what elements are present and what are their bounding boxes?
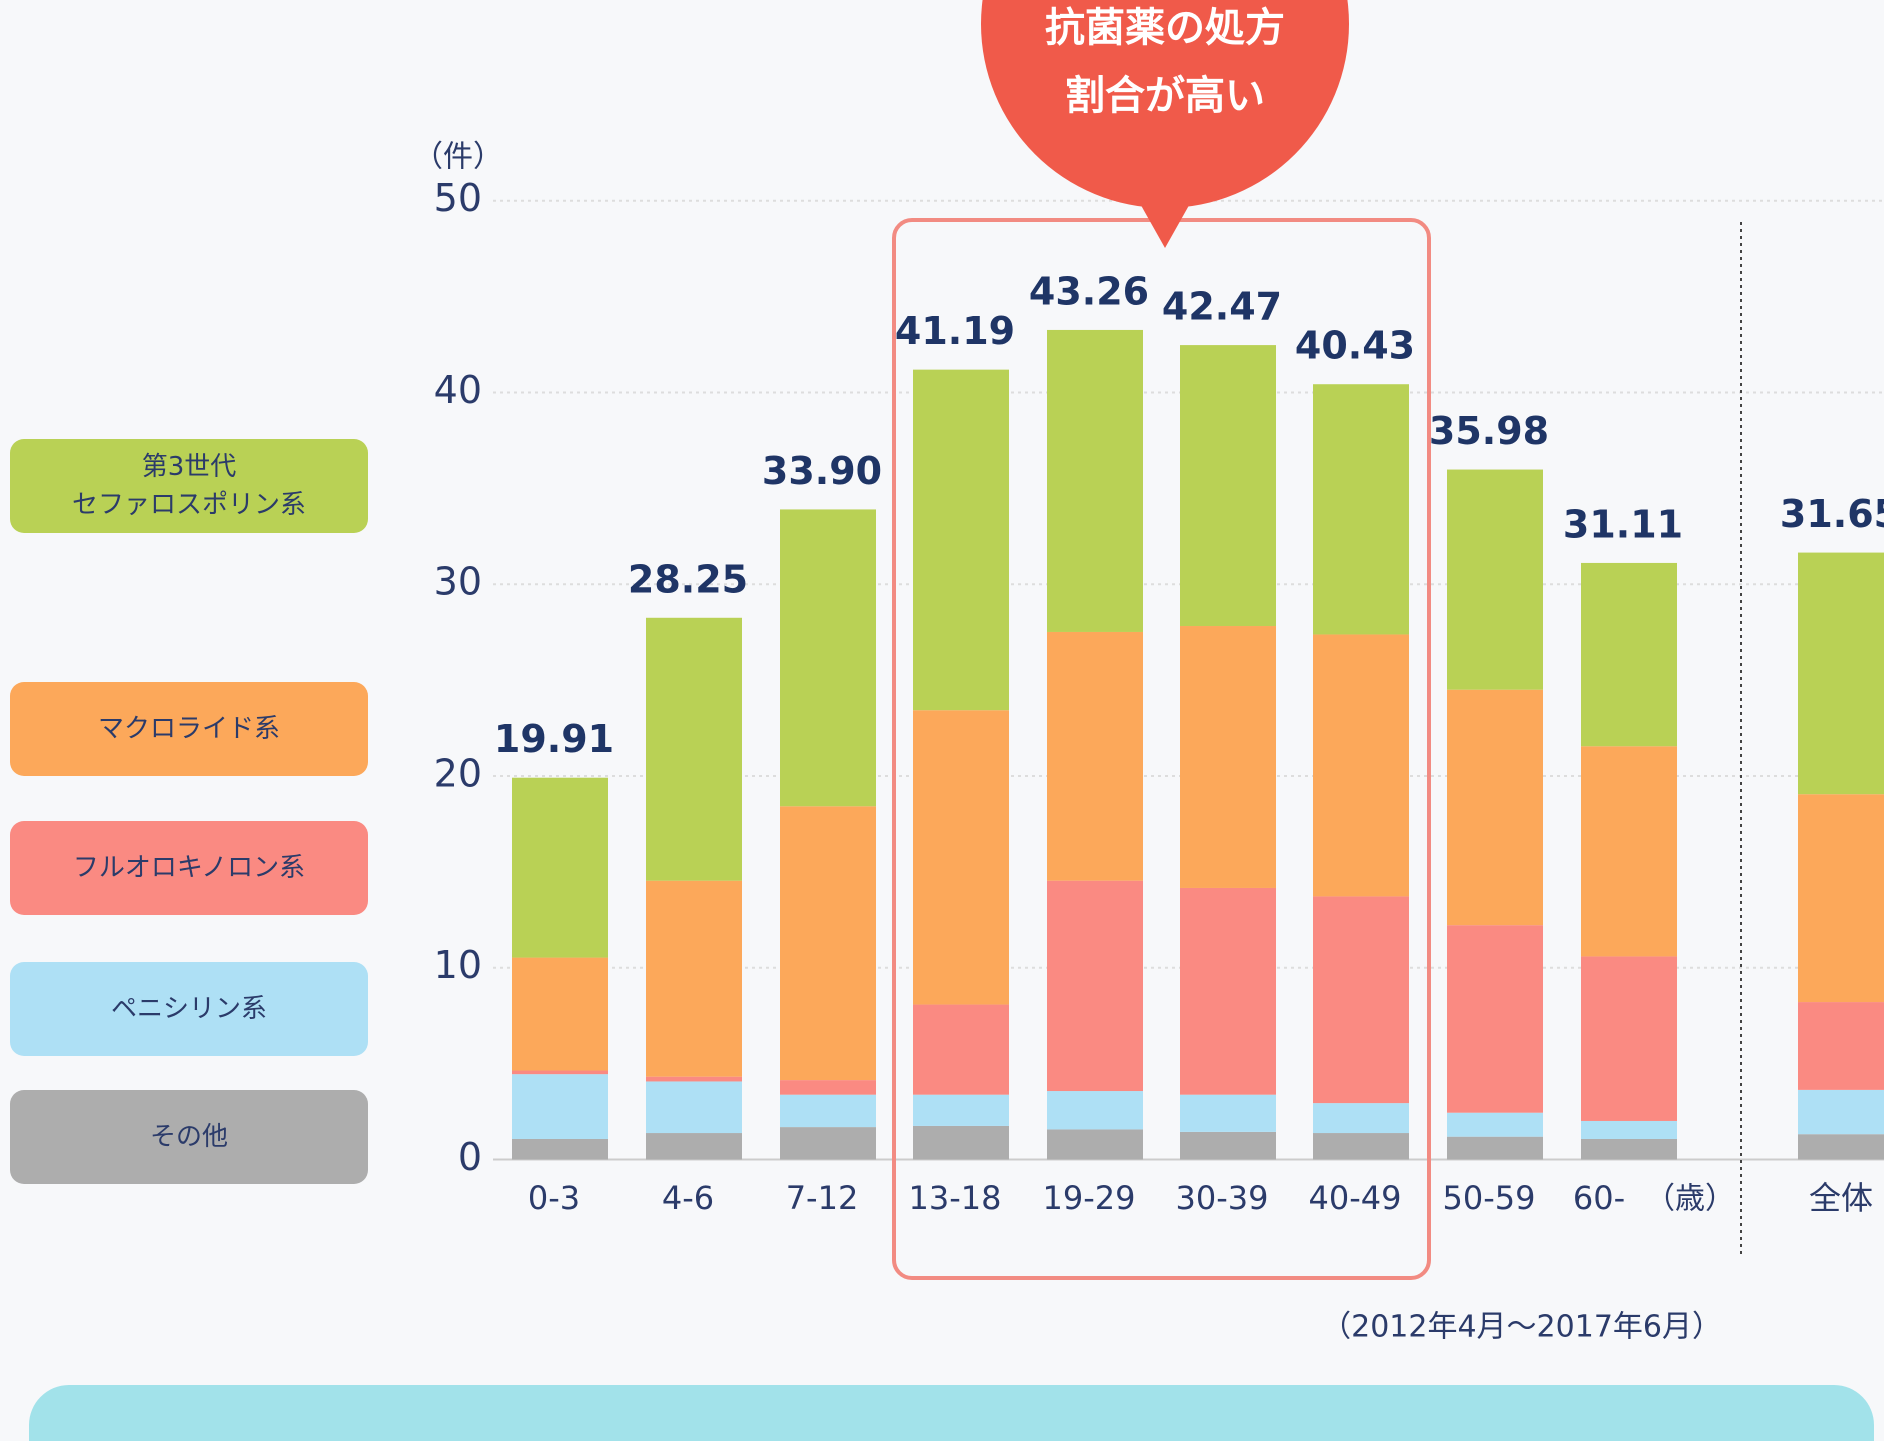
legend-item: フルオロキノロン系 xyxy=(10,821,368,915)
bar-segment xyxy=(646,880,742,1077)
x-tick-label: 19-29 xyxy=(1043,1179,1136,1217)
bar-segment xyxy=(913,1094,1009,1126)
total-label: 40.43 xyxy=(1295,324,1415,368)
bar-segment xyxy=(780,1080,876,1095)
x-tick-label: 40-49 xyxy=(1309,1179,1402,1217)
bar-segment xyxy=(1313,634,1409,897)
x-tick-label: 50-59 xyxy=(1443,1179,1536,1217)
x-tick-label: 0-3 xyxy=(528,1179,580,1217)
total-label: 43.26 xyxy=(1029,269,1149,313)
callout-text: 割合が高い xyxy=(1065,73,1265,119)
bar-segment xyxy=(1581,1138,1677,1160)
x-tick-label: 60- xyxy=(1573,1179,1625,1217)
total-label: 41.19 xyxy=(895,309,1015,353)
bar-segment xyxy=(1180,1094,1276,1132)
bar-segment xyxy=(1313,1103,1409,1134)
total-label: 33.90 xyxy=(762,449,882,493)
bar-segment xyxy=(1447,469,1543,690)
bar-segment xyxy=(512,957,608,1071)
y-tick-label: 40 xyxy=(434,368,482,412)
x-tick-label: 30-39 xyxy=(1176,1179,1269,1217)
legend-item: マクロライド系 xyxy=(10,682,368,776)
bar-segment xyxy=(1313,384,1409,635)
bar-segment xyxy=(1047,1091,1143,1130)
bar-segment xyxy=(1581,1120,1677,1139)
bar-segment xyxy=(1180,887,1276,1095)
bar-segment xyxy=(913,369,1009,711)
bar-segment xyxy=(913,710,1009,1005)
x-tick-label: 4-6 xyxy=(662,1179,714,1217)
bar-segment xyxy=(1047,880,1143,1092)
y-tick-label: 50 xyxy=(434,176,482,220)
bar-segment xyxy=(512,1138,608,1160)
callout-pointer xyxy=(1138,200,1192,248)
bar-segment xyxy=(780,509,876,807)
bar-segment xyxy=(646,1133,742,1160)
callout-text: 抗菌薬の処方 xyxy=(1045,5,1285,51)
legend-item: 第3世代 セファロスポリン系 xyxy=(10,439,368,533)
x-tick-label: 7-12 xyxy=(786,1179,859,1217)
bar-segment xyxy=(1581,746,1677,957)
bar-segment xyxy=(1447,1136,1543,1160)
bar-segment xyxy=(1581,956,1677,1121)
callout-bubble xyxy=(981,0,1349,208)
bar-segment xyxy=(1047,1129,1143,1160)
note: （2012年4月〜2017年6月） xyxy=(1321,1310,1722,1345)
bar-segment xyxy=(1798,1002,1884,1090)
x-tick-label: 13-18 xyxy=(909,1179,1002,1217)
bar-segment xyxy=(1447,1112,1543,1137)
bar-segment xyxy=(1180,1131,1276,1160)
total-label: 28.25 xyxy=(628,557,748,601)
total-label: 31.65 xyxy=(1780,492,1884,536)
y-unit: （件） xyxy=(413,140,503,175)
total-label: 42.47 xyxy=(1162,285,1282,329)
legend-item: ペニシリン系 xyxy=(10,962,368,1056)
y-tick-label: 20 xyxy=(434,751,482,795)
bar-segment xyxy=(1798,794,1884,1003)
bar-segment xyxy=(512,777,608,958)
x-unit: （歳） xyxy=(1645,1182,1735,1217)
bottom-panel xyxy=(29,1385,1874,1441)
bar-segment xyxy=(913,1125,1009,1160)
bar-segment xyxy=(1180,345,1276,627)
bar-segment xyxy=(1581,562,1677,747)
bar-segment xyxy=(1798,1089,1884,1135)
total-label: 35.98 xyxy=(1429,409,1549,453)
bar-segment xyxy=(1798,1134,1884,1160)
bar-segment xyxy=(1447,689,1543,926)
legend-item: その他 xyxy=(10,1090,368,1184)
y-tick-label: 0 xyxy=(458,1135,482,1179)
bars xyxy=(512,329,1884,1160)
y-tick-label: 10 xyxy=(434,943,482,987)
bar-segment xyxy=(913,1004,1009,1095)
bar-segment xyxy=(780,1094,876,1128)
bar-segment xyxy=(646,1081,742,1134)
bar-segment xyxy=(1047,329,1143,632)
bar-segment xyxy=(512,1070,608,1075)
bar-segment xyxy=(1798,552,1884,795)
bar-segment xyxy=(1047,631,1143,881)
bar-segment xyxy=(1313,1133,1409,1160)
bar-segment xyxy=(780,806,876,1081)
bar-segment xyxy=(646,617,742,881)
y-tick-label: 30 xyxy=(434,560,482,604)
bar-segment xyxy=(1180,626,1276,888)
bar-segment xyxy=(1447,925,1543,1113)
x-tick-label: 全体 xyxy=(1809,1179,1873,1217)
bar-segment xyxy=(512,1074,608,1139)
total-label: 31.11 xyxy=(1563,502,1683,546)
bar-segment xyxy=(646,1076,742,1082)
bar-segment xyxy=(1313,896,1409,1104)
bar-segment xyxy=(780,1127,876,1160)
total-label: 19.91 xyxy=(494,717,614,761)
